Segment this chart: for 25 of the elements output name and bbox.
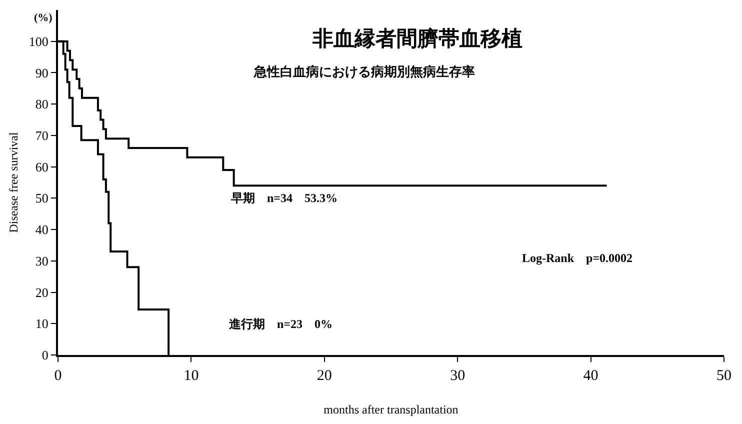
y-tick-label: 10 <box>35 316 48 332</box>
x-tick-label: 20 <box>316 368 332 384</box>
y-tick-label: 60 <box>35 159 48 174</box>
y-tick-label: 40 <box>35 222 48 238</box>
x-tick-label: 50 <box>716 368 732 384</box>
y-tick-label: 20 <box>35 284 48 300</box>
annotation: Log-Rank p=0.0002 <box>522 251 633 265</box>
text: 非血縁者間臍帯血移植 <box>312 26 523 50</box>
text: (%) <box>34 12 53 24</box>
y-tick-label: 30 <box>35 253 48 268</box>
y-tick-label: 0 <box>42 348 48 363</box>
y-tick-label: 90 <box>35 65 48 80</box>
x-tick-label: 40 <box>583 368 598 384</box>
y-tick-label: 100 <box>28 34 48 49</box>
x-axis-title: months after transplantation <box>324 402 458 416</box>
y-tick-label: 80 <box>35 96 48 112</box>
x-tick-label: 10 <box>184 368 199 384</box>
x-tick-label: 0 <box>54 368 62 384</box>
annotation: 進行期 n=23 0% <box>228 317 333 331</box>
y-tick-label: 50 <box>35 190 48 206</box>
y-tick-label: 70 <box>35 128 48 143</box>
text: 急性白血病における病期別無病生存率 <box>253 64 475 80</box>
annotation: 早期 n=34 53.3% <box>230 191 338 205</box>
y-axis-title: Disease free survival <box>6 132 21 233</box>
x-tick-label: 30 <box>450 368 466 384</box>
